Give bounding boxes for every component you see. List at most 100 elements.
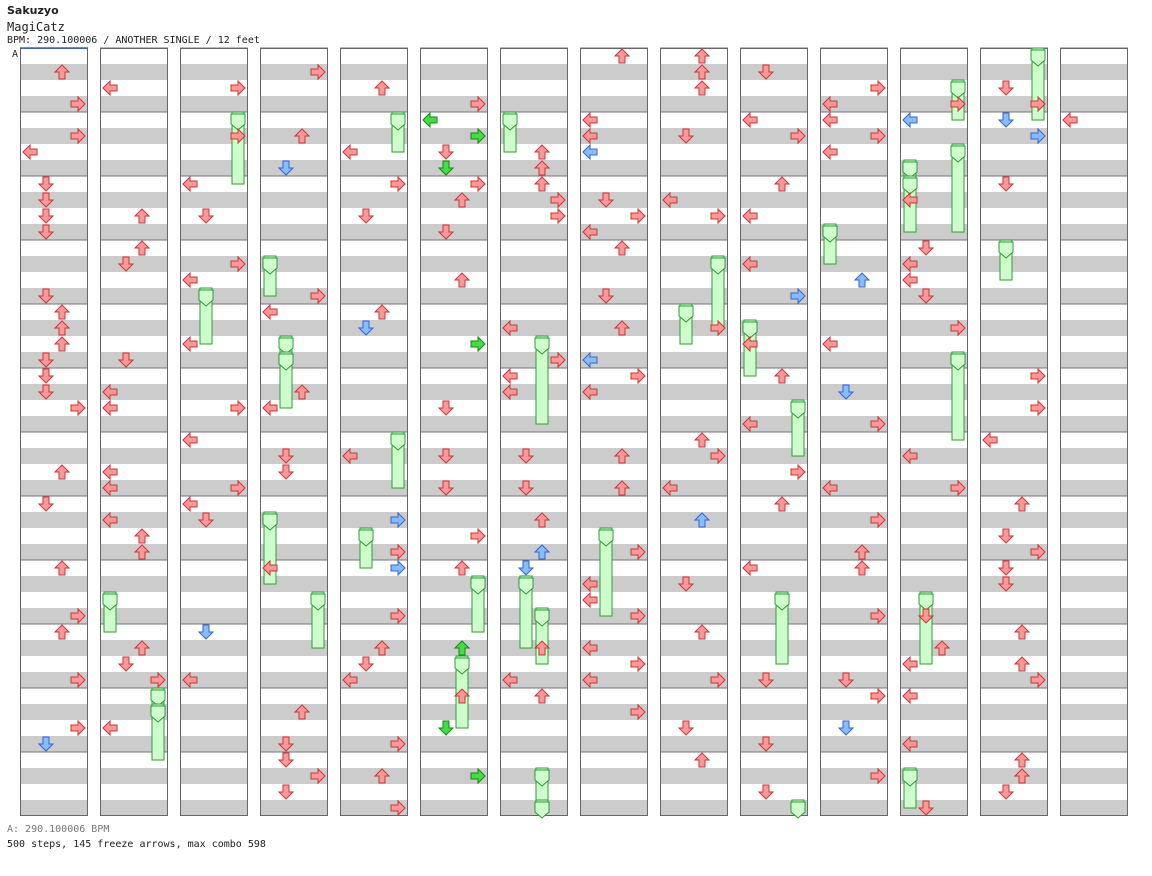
beat-stripe — [500, 672, 568, 688]
step-arrow-red — [870, 607, 886, 625]
step-arrow-red — [533, 144, 551, 160]
freeze-head — [598, 529, 614, 547]
beat-stripe — [340, 192, 408, 208]
beat-stripe — [1060, 608, 1128, 624]
beat-stripe — [180, 416, 248, 432]
step-arrow-red — [902, 191, 918, 209]
step-arrow-red — [437, 400, 455, 416]
beat-stripe — [900, 288, 968, 304]
beat-stripe — [100, 224, 168, 240]
step-arrow-red — [102, 479, 118, 497]
step-arrow-red — [133, 528, 151, 544]
beat-stripe — [420, 64, 488, 80]
beat-stripe — [900, 736, 968, 752]
step-arrow-red — [453, 560, 471, 576]
step-arrow-red — [870, 511, 886, 529]
beat-stripe — [580, 64, 648, 80]
step-arrow-red — [277, 464, 295, 480]
step-arrow-red — [997, 576, 1015, 592]
beat-stripe — [20, 96, 88, 112]
step-arrow-red — [1030, 671, 1046, 689]
beat-stripe — [980, 768, 1048, 784]
step-arrow-red — [613, 320, 631, 336]
beat-stripe — [260, 576, 328, 592]
beat-stripe — [180, 640, 248, 656]
step-arrow-red — [357, 208, 375, 224]
beat-stripe — [20, 640, 88, 656]
step-arrow-red — [710, 671, 726, 689]
step-arrow-red — [693, 80, 711, 96]
step-arrow-red — [197, 512, 215, 528]
beat-stripe — [260, 480, 328, 496]
column-border — [820, 48, 888, 816]
beat-stripe — [660, 672, 728, 688]
step-arrow-red — [742, 415, 758, 433]
step-arrow-blue — [277, 160, 295, 176]
beat-stripe — [500, 64, 568, 80]
beat-stripe — [580, 480, 648, 496]
beat-stripe — [340, 288, 408, 304]
step-arrow-red — [662, 191, 678, 209]
step-arrow-red — [102, 511, 118, 529]
beat-stripe — [100, 160, 168, 176]
step-arrow-red — [710, 207, 726, 225]
beat-stripe — [180, 544, 248, 560]
beat-stripe — [980, 192, 1048, 208]
step-arrow-red — [630, 655, 646, 673]
beat-stripe — [20, 128, 88, 144]
beat-stripe — [100, 288, 168, 304]
beat-stripe — [900, 800, 968, 816]
beat-stripe — [740, 576, 808, 592]
beat-stripe — [340, 736, 408, 752]
beat-stripe — [740, 96, 808, 112]
step-arrow-red — [982, 431, 998, 449]
beat-stripe — [420, 96, 488, 112]
step-arrow-red — [870, 415, 886, 433]
beat-stripe — [420, 736, 488, 752]
step-arrow-red — [53, 64, 71, 80]
beat-stripe — [420, 480, 488, 496]
beat-stripe — [180, 704, 248, 720]
beat-stripe — [260, 192, 328, 208]
freeze-head — [518, 577, 534, 595]
step-arrow-green — [470, 335, 486, 353]
beat-stripe — [340, 160, 408, 176]
step-arrow-red — [742, 559, 758, 577]
beat-stripe — [740, 672, 808, 688]
step-arrow-red — [693, 624, 711, 640]
beat-stripe — [980, 64, 1048, 80]
beat-stripe — [580, 640, 648, 656]
beat-stripe — [660, 128, 728, 144]
step-arrow-red — [790, 127, 806, 145]
beat-stripe — [580, 576, 648, 592]
step-arrow-red — [342, 671, 358, 689]
step-arrow-red — [37, 352, 55, 368]
beat-stripe — [100, 608, 168, 624]
beat-stripe — [420, 768, 488, 784]
beat-stripe — [180, 128, 248, 144]
beat-stripe — [1060, 640, 1128, 656]
beat-stripe — [100, 128, 168, 144]
step-arrow-red — [757, 784, 775, 800]
step-arrow-red — [582, 671, 598, 689]
beat-stripe — [740, 448, 808, 464]
beat-stripe — [340, 64, 408, 80]
step-arrow-red — [293, 384, 311, 400]
freeze-arrow — [231, 111, 245, 185]
step-arrow-red — [517, 480, 535, 496]
step-arrow-red — [1013, 752, 1031, 768]
step-arrow-red — [150, 671, 166, 689]
step-arrow-red — [582, 111, 598, 129]
beat-stripe — [900, 672, 968, 688]
beat-stripe — [820, 128, 888, 144]
step-arrow-red — [902, 255, 918, 273]
beat-stripe — [1060, 448, 1128, 464]
freeze-head — [710, 257, 726, 275]
freeze-head — [390, 433, 406, 451]
step-arrow-red — [390, 799, 406, 817]
beat-stripe — [100, 96, 168, 112]
step-arrow-red — [53, 560, 71, 576]
step-arrow-blue — [693, 512, 711, 528]
beat-stripe — [980, 480, 1048, 496]
beat-stripe — [980, 416, 1048, 432]
